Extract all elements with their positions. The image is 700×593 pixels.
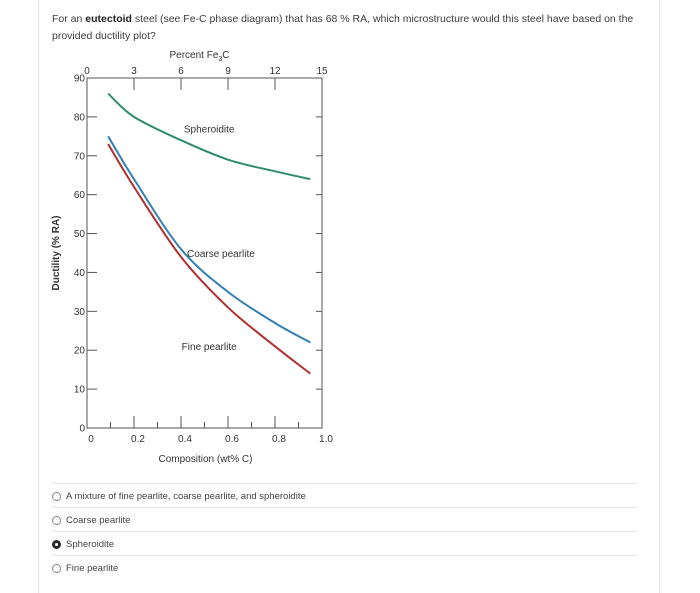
radio-selected-icon[interactable] bbox=[52, 539, 61, 549]
radio-icon[interactable] bbox=[52, 491, 61, 501]
question-text: For an eutectoid steel (see Fe-C phase d… bbox=[52, 11, 642, 45]
option-spheroidite[interactable]: Spheroidite bbox=[52, 531, 637, 556]
top-tick-label: 9 bbox=[225, 66, 231, 77]
top-tick-label: 15 bbox=[316, 66, 328, 77]
y-tick-label: 60 bbox=[74, 190, 86, 201]
radio-icon[interactable] bbox=[52, 515, 61, 525]
option-fine-pearlite[interactable]: Fine pearlite bbox=[52, 555, 637, 580]
question-card bbox=[38, 0, 660, 593]
y-tick-label: 80 bbox=[74, 112, 86, 123]
annotation-coarse-pearlite: Coarse pearlite bbox=[187, 249, 255, 260]
x-tick-label: 0.6 bbox=[225, 434, 239, 445]
y-tick-label: 10 bbox=[74, 385, 86, 396]
x-axis-label: Composition (wt% C) bbox=[159, 454, 253, 465]
option-coarse-pearlite[interactable]: Coarse pearlite bbox=[52, 507, 637, 532]
option-label: A mixture of fine pearlite, coarse pearl… bbox=[66, 490, 306, 502]
option-mixture[interactable]: A mixture of fine pearlite, coarse pearl… bbox=[52, 483, 637, 508]
question-prefix: For an bbox=[52, 13, 86, 25]
x-tick-label: 0.4 bbox=[178, 434, 192, 445]
y-tick-label: 90 bbox=[74, 74, 86, 85]
y-tick-label: 40 bbox=[74, 268, 86, 279]
question-bold-term: eutectoid bbox=[85, 13, 132, 25]
radio-icon[interactable] bbox=[52, 563, 61, 573]
annotation-fine-pearlite: Fine pearlite bbox=[182, 342, 237, 353]
y-tick-label: 20 bbox=[74, 346, 86, 357]
x-tick-label: 0 bbox=[88, 434, 94, 445]
y-tick-label: 70 bbox=[74, 151, 86, 162]
y-tick-label: 0 bbox=[79, 424, 85, 435]
top-axis-label: Percent Fe3C bbox=[169, 50, 229, 63]
option-label: Spheroidite bbox=[66, 538, 115, 550]
series-line-fine-pearlite bbox=[107, 143, 311, 375]
annotation-spheroidite: Spheroidite bbox=[184, 124, 235, 135]
top-tick-label: 3 bbox=[131, 66, 137, 77]
top-tick-label: 12 bbox=[269, 66, 281, 77]
y-axis-label: Ductility (% RA) bbox=[51, 216, 62, 291]
option-label: Fine pearlite bbox=[66, 562, 119, 574]
question-suffix: steel (see Fe-C phase diagram) that has … bbox=[52, 13, 634, 42]
option-label: Coarse pearlite bbox=[66, 514, 131, 526]
x-tick-label: 0.8 bbox=[272, 434, 286, 445]
y-tick-label: 30 bbox=[74, 307, 86, 318]
top-tick-label: 0 bbox=[84, 66, 90, 77]
y-tick-label: 50 bbox=[74, 229, 86, 240]
top-tick-label: 6 bbox=[178, 66, 184, 77]
series-line-spheroidite bbox=[107, 92, 311, 181]
x-tick-label: 1.0 bbox=[319, 434, 333, 445]
x-tick-label: 0.2 bbox=[131, 434, 145, 445]
series-line-coarse-pearlite bbox=[107, 135, 311, 344]
